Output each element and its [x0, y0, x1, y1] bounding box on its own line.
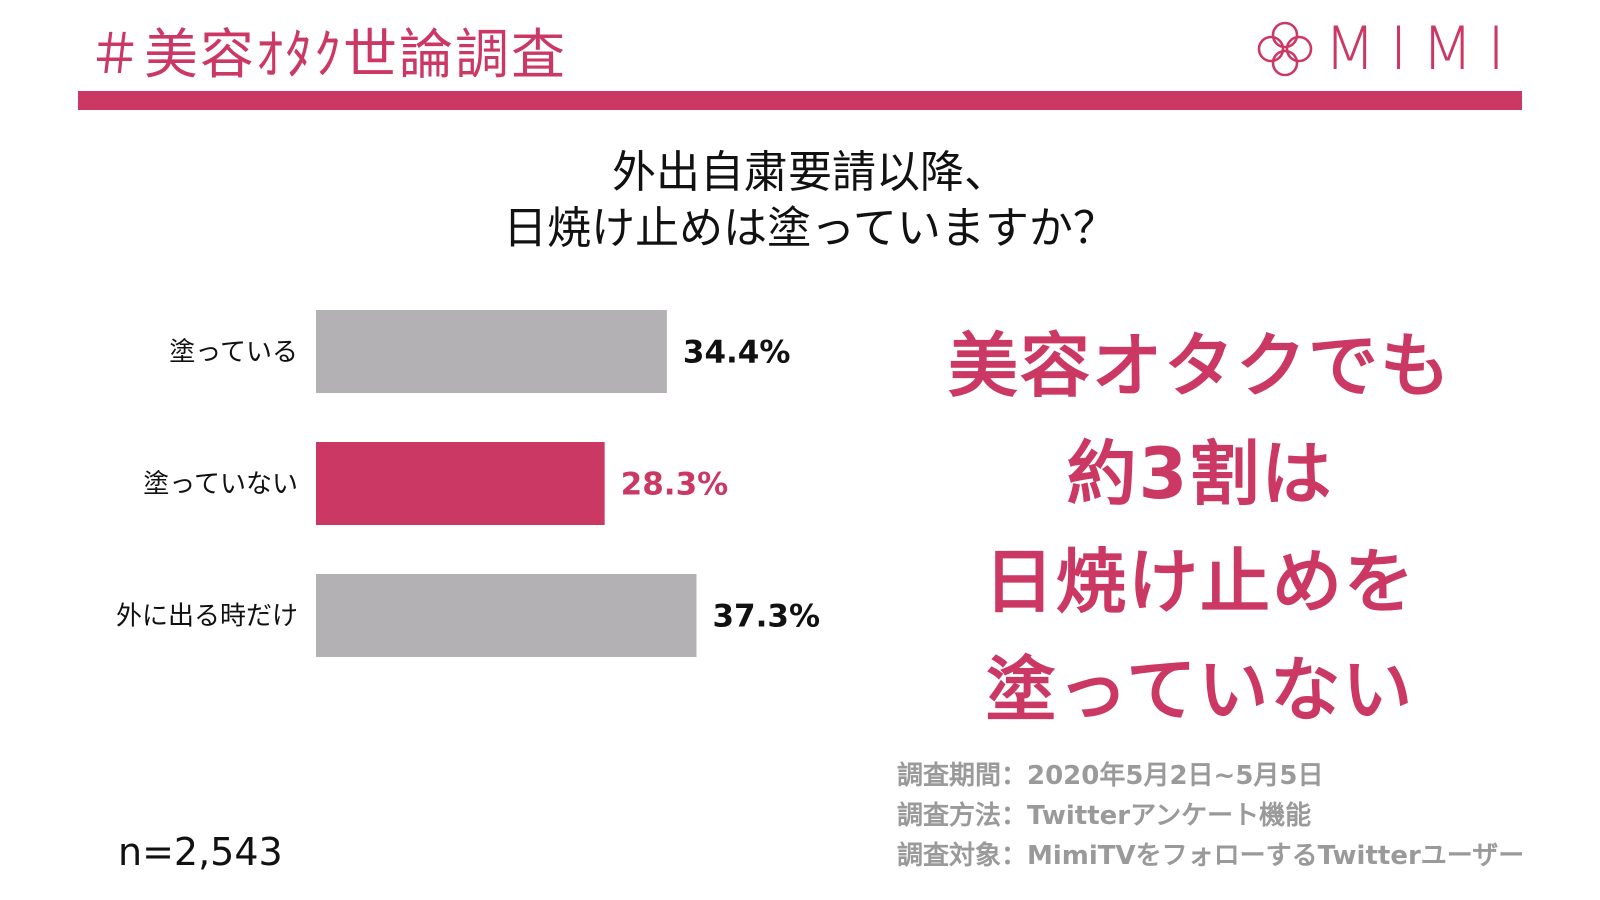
survey-method: 調査方法：Twitterアンケート機能 [897, 801, 1312, 831]
category-label: 塗っている [169, 338, 298, 368]
survey-target: 調査対象：MimiTVをフォローするTwitterユーザー [897, 841, 1525, 871]
category-label: 外に出る時だけ [116, 602, 298, 632]
headline-line-4: 塗っていない [985, 649, 1415, 731]
value-label: 34.4% [683, 335, 791, 371]
survey-period: 調査期間：2020年5月2日~5月5日 [897, 761, 1324, 791]
value-label: 28.3% [621, 467, 729, 503]
sample-size: n=2,543 [118, 830, 283, 874]
question-line-1: 外出自粛要請以降、 [612, 147, 1008, 198]
headline-line-1: 美容オタクでも [948, 325, 1452, 407]
header-divider [78, 91, 1522, 110]
bar [316, 310, 667, 393]
logo-wordmark: MIMI [1324, 14, 1519, 84]
bar [316, 442, 605, 525]
question-line-2: 日焼け止めは塗っていますか？ [503, 203, 1117, 254]
category-label: 塗っていない [143, 470, 298, 500]
survey-question: 外出自粛要請以降、 日焼け止めは塗っていますか？ [380, 145, 1240, 257]
bar [316, 574, 697, 657]
headline-line-3: 日焼け止めを [984, 541, 1416, 623]
brand-logo: MIMI [1254, 18, 1519, 80]
headline-callout: 美容オタクでも 約3割は 日焼け止めを 塗っていない [880, 312, 1520, 744]
survey-series-title: ＃美容ｵﾀｸ世論調査 [88, 23, 567, 86]
headline-line-2: 約3割は [1066, 433, 1334, 515]
survey-details: 調査期間：2020年5月2日~5月5日 調査方法：Twitterアンケート機能 … [897, 756, 1524, 876]
mimi-flower-icon [1257, 21, 1313, 77]
bar-chart: 塗っている 34.4% 塗っていない 28.3% 外に出る時だけ 37.3% [116, 310, 820, 657]
value-label: 37.3% [712, 599, 820, 635]
